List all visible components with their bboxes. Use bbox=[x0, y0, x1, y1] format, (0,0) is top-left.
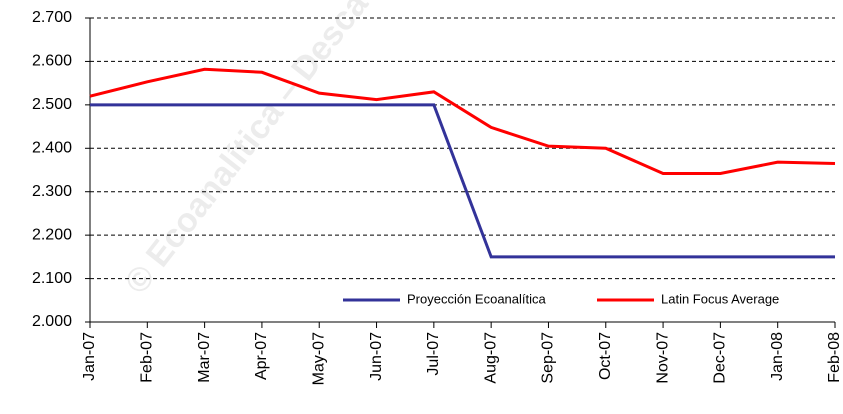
y-tick-label: 2.300 bbox=[32, 183, 72, 200]
x-tick-label: Mar-07 bbox=[196, 332, 213, 383]
watermark: © Ecoanalítica – Desca bbox=[117, 0, 376, 301]
legend-label: Proyección Ecoanalítica bbox=[407, 291, 547, 306]
y-tick-label: 2.100 bbox=[32, 270, 72, 287]
x-tick-label: May-07 bbox=[310, 332, 327, 385]
y-tick-label: 2.000 bbox=[32, 313, 72, 330]
x-tick-label: Sep-07 bbox=[540, 332, 557, 384]
x-tick-label: Apr-07 bbox=[253, 332, 270, 380]
x-tick-label: Jul-07 bbox=[425, 332, 442, 376]
legend-label: Latin Focus Average bbox=[661, 291, 779, 306]
x-tick-label: Jun-07 bbox=[368, 332, 385, 381]
x-tick-label: Dec-07 bbox=[712, 332, 729, 384]
y-tick-label: 2.200 bbox=[32, 226, 72, 243]
x-tick-label: Oct-07 bbox=[597, 332, 614, 380]
y-tick-label: 2.700 bbox=[32, 9, 72, 26]
series-line bbox=[89, 67, 836, 175]
x-tick-label: Aug-07 bbox=[482, 332, 499, 384]
x-tick-label: Nov-07 bbox=[654, 332, 671, 384]
x-tick-label: Jan-07 bbox=[81, 332, 98, 381]
x-tick-label: Feb-08 bbox=[826, 332, 843, 383]
x-tick-label: Jan-08 bbox=[769, 332, 786, 381]
y-tick-label: 2.400 bbox=[32, 140, 72, 157]
y-tick-label: 2.500 bbox=[32, 96, 72, 113]
x-tick-label: Feb-07 bbox=[139, 332, 156, 383]
series-line bbox=[90, 103, 835, 259]
y-tick-label: 2.600 bbox=[32, 53, 72, 70]
